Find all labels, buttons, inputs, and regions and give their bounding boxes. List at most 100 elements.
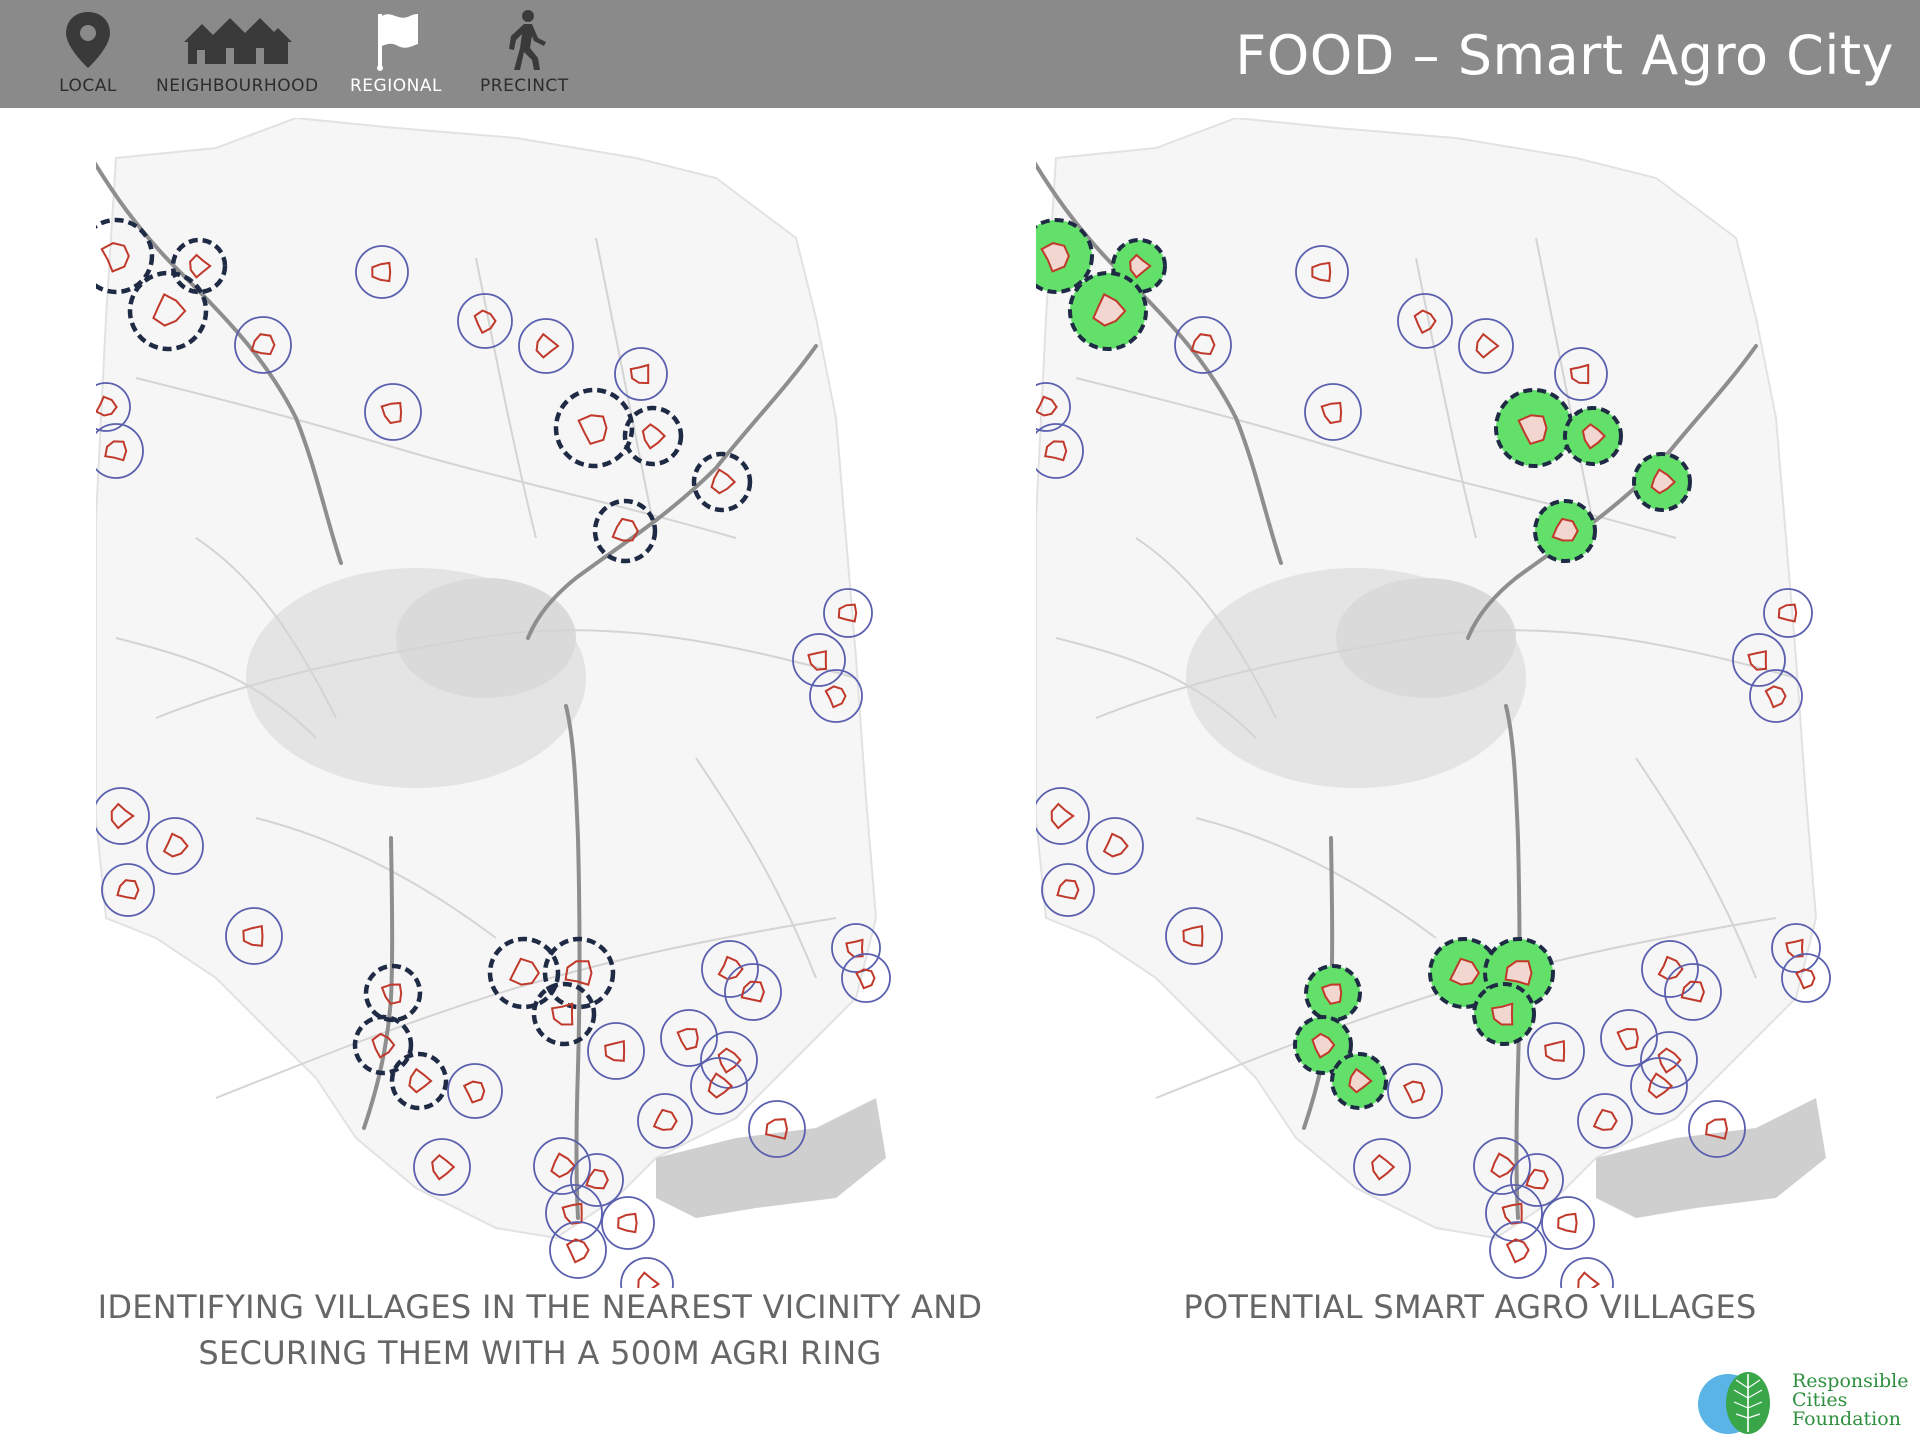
- village-boundary: [1311, 261, 1332, 283]
- village: [549, 1221, 607, 1279]
- scale-local[interactable]: LOCAL: [56, 8, 120, 96]
- selected-village: [487, 936, 561, 1010]
- agri-ring: [1541, 1196, 1595, 1250]
- selected-village: [127, 270, 209, 352]
- village: [1473, 1137, 1531, 1195]
- logo-line1: Responsible: [1792, 1370, 1909, 1392]
- village: [225, 907, 283, 965]
- village-boundary: [837, 603, 858, 623]
- map-frame-left: [96, 118, 886, 1240]
- highway: [526, 344, 818, 640]
- agri-ring: [1781, 953, 1831, 1003]
- agri-ring: [601, 1196, 655, 1250]
- scale-regional[interactable]: REGIONAL: [350, 8, 442, 96]
- village-boundary: [100, 242, 130, 273]
- village-boundary: [564, 960, 593, 986]
- agri-ring: [1458, 318, 1514, 374]
- highway: [1036, 161, 1283, 565]
- selected-village: [1533, 499, 1597, 563]
- village: [1036, 423, 1084, 479]
- agri-ring: [690, 1057, 748, 1115]
- scale-neighbourhood[interactable]: NEIGHBOURHOOD: [156, 8, 319, 96]
- agri-ring: [413, 1138, 471, 1196]
- minor-road: [475, 257, 537, 539]
- agri-ring: [660, 1009, 718, 1067]
- village: [809, 669, 863, 723]
- village: [614, 347, 668, 401]
- flag-icon: [376, 14, 418, 71]
- selected-village: [531, 981, 597, 1047]
- scale-regional-label: REGIONAL: [350, 76, 442, 96]
- village-boundary: [707, 1072, 734, 1099]
- water-body: [656, 1098, 886, 1218]
- agri-ring: [570, 1153, 624, 1207]
- agri-ring-selected: [389, 1051, 449, 1111]
- village-boundary: [637, 1271, 661, 1288]
- village-boundary: [380, 983, 403, 1005]
- agri-ring: [1473, 1137, 1531, 1195]
- village-boundary: [152, 293, 187, 327]
- village: [533, 1137, 591, 1195]
- village-boundary: [189, 253, 212, 279]
- agri-ring: [1641, 940, 1699, 998]
- village-boundary: [1647, 1072, 1674, 1099]
- village-boundary: [565, 1238, 590, 1264]
- logo-line2: Cities: [1792, 1389, 1848, 1411]
- agri-ring: [841, 953, 891, 1003]
- selected-village: [389, 1051, 449, 1111]
- village: [601, 1196, 655, 1250]
- village-boundary: [1577, 1271, 1601, 1288]
- houses-icon: [184, 18, 293, 64]
- village-boundary: [116, 879, 140, 900]
- village: [96, 382, 131, 432]
- village-boundary: [1311, 1032, 1336, 1059]
- village-boundary: [1525, 1168, 1549, 1190]
- agri-ring: [1036, 382, 1071, 432]
- village-boundary: [1490, 1152, 1516, 1179]
- header-bar: LOCAL NEIGHBOURHOOD REGIONAL: [0, 0, 1920, 108]
- agri-ring: [234, 316, 292, 374]
- selected-village: [1563, 406, 1623, 466]
- selected-village: [691, 451, 753, 513]
- village: [1577, 1093, 1633, 1149]
- agri-ring: [1387, 1063, 1443, 1119]
- agri-ring: [1771, 923, 1821, 973]
- village-boundary: [717, 1047, 742, 1074]
- village: [620, 1257, 674, 1288]
- agri-ring: [533, 1137, 591, 1195]
- agri-ring-selected: [170, 237, 228, 295]
- agri-ring-selected: [531, 981, 597, 1047]
- village-boundary: [1448, 957, 1480, 986]
- scale-precinct[interactable]: PRECINCT: [480, 8, 569, 96]
- village-boundary: [629, 363, 650, 385]
- selected-village: [1632, 452, 1692, 512]
- village-boundary: [1371, 1153, 1396, 1181]
- agri-ring-selected: [96, 217, 155, 295]
- village-boundary: [1182, 924, 1204, 947]
- agri-ring: [1600, 1009, 1658, 1067]
- village-boundary: [550, 1152, 576, 1179]
- caption-right: POTENTIAL SMART AGRO VILLAGES: [1183, 1288, 1757, 1326]
- village-boundary: [717, 955, 744, 981]
- village: [1554, 347, 1608, 401]
- village-boundary: [1320, 983, 1343, 1005]
- minor-road: [115, 637, 317, 739]
- village-boundary: [1402, 1080, 1426, 1104]
- minor-road: [595, 237, 657, 539]
- village: [831, 923, 881, 973]
- village: [96, 787, 150, 845]
- village-map-left: [96, 118, 896, 1288]
- minor-road: [1135, 537, 1277, 719]
- selected-village: [170, 237, 228, 295]
- village: [1041, 863, 1095, 917]
- village-boundary: [807, 650, 828, 671]
- agri-ring: [1630, 1057, 1688, 1115]
- logo-line3: Foundation: [1792, 1408, 1901, 1430]
- highway: [564, 704, 582, 1220]
- agri-ring: [1732, 633, 1786, 687]
- village: [1749, 669, 1803, 723]
- page-title: FOOD – Smart Agro City: [1235, 24, 1894, 87]
- village-boundary: [1517, 414, 1548, 445]
- agri-ring: [1664, 963, 1722, 1021]
- agri-ring: [364, 383, 422, 441]
